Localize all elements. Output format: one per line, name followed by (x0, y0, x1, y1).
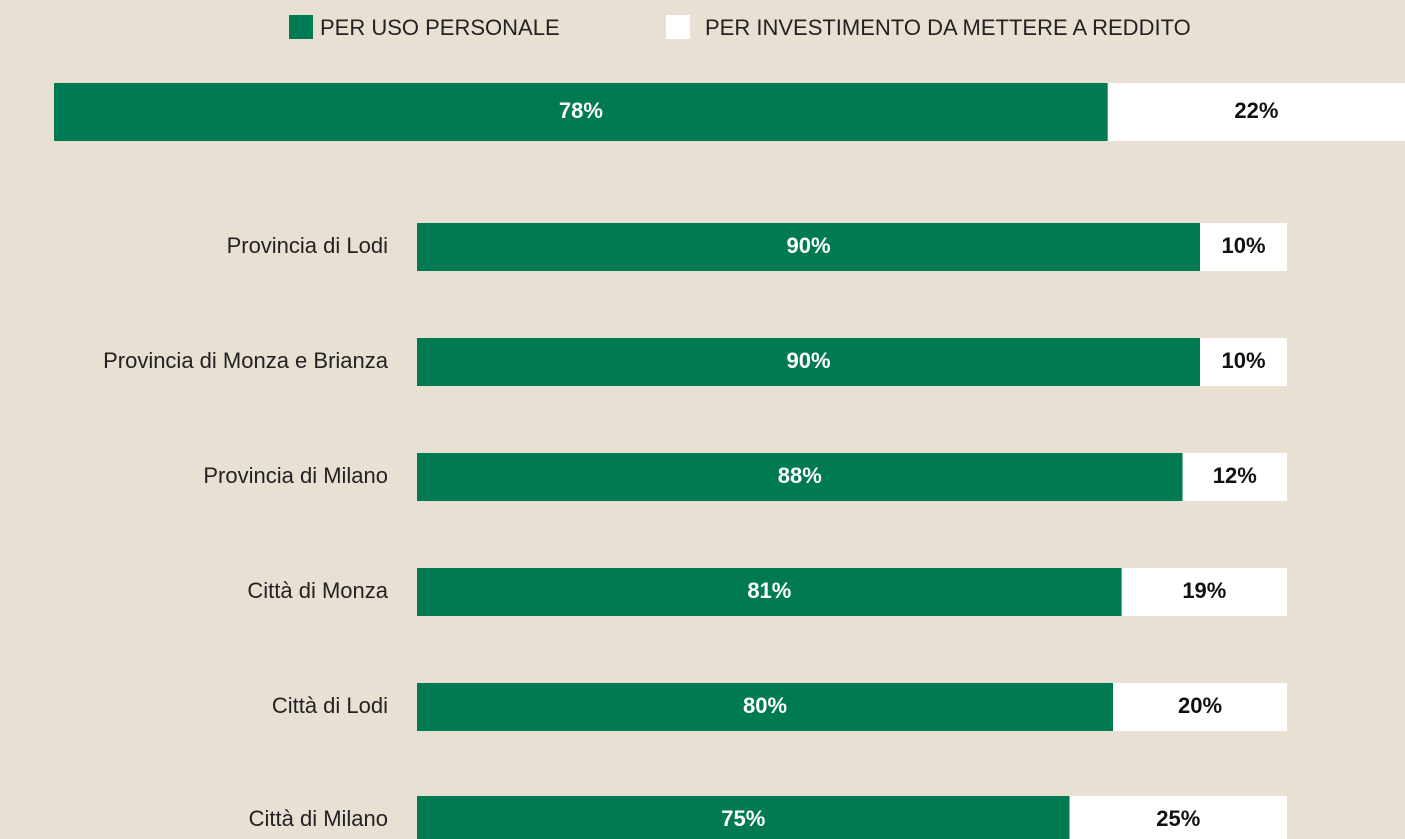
value-label: 22% (1234, 98, 1278, 123)
category-label: Città di Monza (247, 578, 388, 603)
value-label: 75% (721, 806, 765, 831)
bar-segment (1069, 796, 1287, 839)
bar-segment (417, 683, 1113, 731)
bar-segment (417, 223, 1200, 271)
legend-swatch (289, 15, 313, 39)
value-label: 80% (743, 693, 787, 718)
value-label: 78% (559, 98, 603, 123)
category-label: Città di Milano (249, 806, 388, 831)
value-label: 10% (1221, 348, 1265, 373)
value-label: 90% (786, 233, 830, 258)
value-label: 25% (1156, 806, 1200, 831)
value-label: 19% (1182, 578, 1226, 603)
bar-segment (54, 83, 1108, 141)
bar-segment (1107, 83, 1405, 141)
bar-segment (417, 568, 1122, 616)
value-label: 20% (1178, 693, 1222, 718)
bar-segment (1182, 453, 1287, 501)
legend-label: PER INVESTIMENTO DA METTERE A REDDITO (705, 15, 1191, 40)
value-label: 90% (786, 348, 830, 373)
category-label: Provincia di Monza e Brianza (103, 348, 389, 373)
category-label: Provincia di Milano (203, 463, 388, 488)
bar-segment (417, 453, 1183, 501)
category-label: Provincia di Lodi (227, 233, 388, 258)
legend-swatch (666, 15, 690, 39)
bar-segment (1200, 223, 1287, 271)
legend-label: PER USO PERSONALE (320, 15, 560, 40)
value-label: 88% (778, 463, 822, 488)
bar-segment (417, 338, 1200, 386)
value-label: 12% (1213, 463, 1257, 488)
category-label: Città di Lodi (272, 693, 388, 718)
bar-segment (1121, 568, 1287, 616)
value-label: 10% (1221, 233, 1265, 258)
bar-segment (1113, 683, 1287, 731)
bar-segment (1200, 338, 1287, 386)
value-label: 81% (747, 578, 791, 603)
bar-segment (417, 796, 1070, 839)
